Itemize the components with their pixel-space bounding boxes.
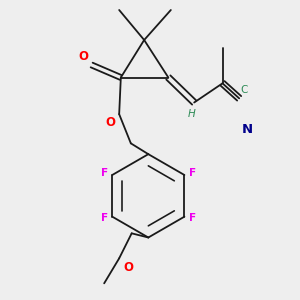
Text: F: F	[101, 213, 108, 223]
Text: O: O	[78, 50, 88, 62]
Text: O: O	[105, 116, 115, 129]
Text: O: O	[123, 261, 133, 274]
Text: C: C	[240, 85, 247, 95]
Text: N: N	[242, 123, 253, 136]
Text: H: H	[188, 109, 196, 119]
Text: F: F	[101, 168, 108, 178]
Text: F: F	[189, 213, 196, 223]
Text: F: F	[189, 168, 196, 178]
